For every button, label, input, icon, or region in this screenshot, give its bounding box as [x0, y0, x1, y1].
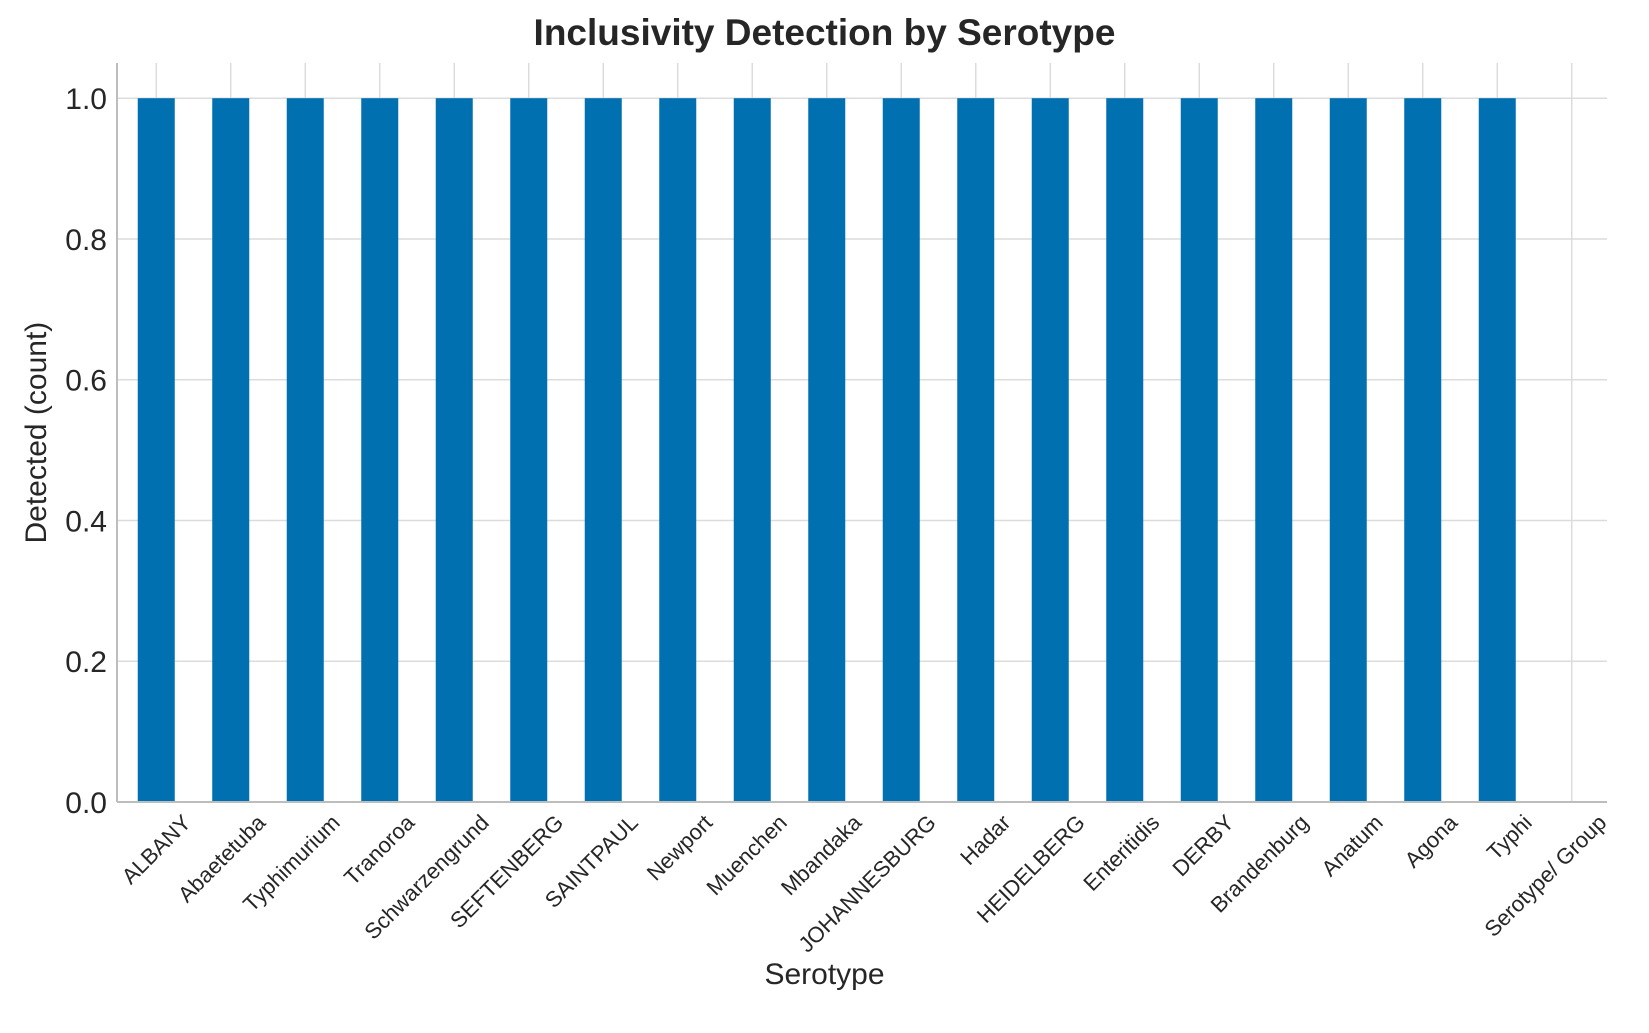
bar-1	[137, 98, 175, 802]
x-tick-label: Hadar	[955, 810, 1015, 870]
y-axis-label: Detected (count)	[20, 321, 53, 544]
bar-14	[1106, 98, 1144, 802]
bar-13	[1031, 98, 1069, 802]
bar-10	[808, 98, 846, 802]
bar-3	[286, 98, 324, 802]
y-tick-label: 0.2	[65, 646, 107, 679]
bar-8	[659, 98, 697, 802]
x-tick-label: Newport	[642, 810, 718, 886]
y-tick-label: 0.6	[65, 365, 107, 398]
x-tick-label: Typhi	[1482, 810, 1537, 865]
bar-18	[1404, 98, 1442, 802]
x-tick-label: Anatum	[1316, 810, 1387, 881]
y-tick-label: 0.0	[65, 787, 107, 820]
x-tick-label: Enteritidis	[1078, 810, 1164, 896]
y-tick-label: 0.8	[65, 224, 107, 257]
chart-title: Inclusivity Detection by Serotype	[533, 12, 1116, 53]
bar-5	[435, 98, 473, 802]
bar-17	[1329, 98, 1367, 802]
bar-7	[584, 98, 622, 802]
x-tick-label: Muenchen	[701, 810, 791, 900]
x-tick-label: JOHANNESBURG	[793, 810, 940, 957]
bar-6	[510, 98, 548, 802]
bar-12	[957, 98, 995, 802]
x-tick-label: Agona	[1400, 809, 1463, 872]
x-tick-label: Schwarzengrund	[359, 810, 493, 944]
bar-16	[1255, 98, 1293, 802]
bar-9	[733, 98, 771, 802]
bar-19	[1478, 98, 1516, 802]
bar-2	[212, 98, 250, 802]
bar-11	[882, 98, 920, 802]
y-tick-label: 0.4	[65, 505, 107, 538]
x-axis-label: Serotype	[764, 958, 885, 991]
y-tick-label: 1.0	[65, 83, 107, 116]
bar-15	[1180, 98, 1218, 802]
bar-4	[361, 98, 399, 802]
x-tick-label: DERBY	[1168, 810, 1240, 882]
